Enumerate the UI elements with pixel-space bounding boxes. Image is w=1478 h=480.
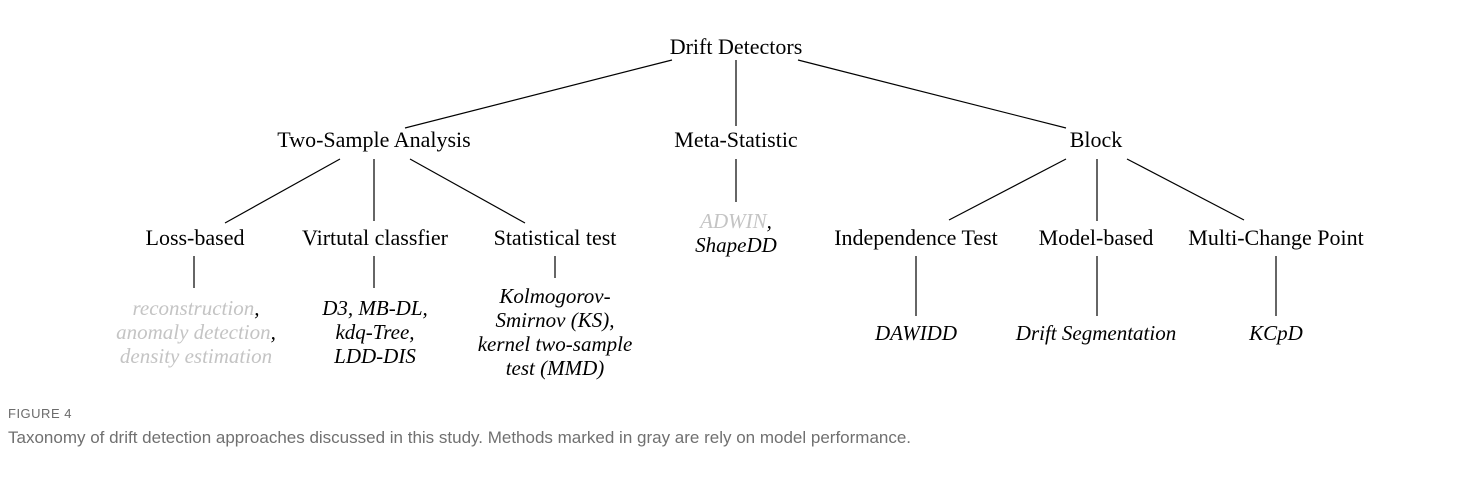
- root-node: Drift Detectors: [670, 34, 803, 59]
- method-line: kdq-Tree,: [335, 320, 414, 344]
- methods-model-based: Drift Segmentation: [1015, 321, 1176, 345]
- method-line: Kolmogorov-: [498, 284, 610, 308]
- method-text: ,: [767, 209, 772, 233]
- method-text: ShapeDD: [695, 233, 777, 257]
- method-line: test (MMD): [506, 356, 605, 380]
- figure-caption: Taxonomy of drift detection approaches d…: [8, 428, 912, 447]
- method-line: D3, MB-DL,: [321, 296, 428, 320]
- method-text: kernel two-sample: [478, 332, 633, 356]
- taxonomy-diagram: Drift Detectors Two-Sample Analysis Meta…: [116, 34, 1364, 380]
- method-text: kdq-Tree,: [335, 320, 414, 344]
- method-text: Smirnov (KS),: [496, 308, 615, 332]
- subcategory-independence-test: Independence Test: [834, 225, 998, 250]
- methods-meta-statistic: ADWIN, ShapeDD: [695, 209, 777, 257]
- method-gray: anomaly detection: [116, 320, 271, 344]
- edge-block-independence-test: [948, 158, 1067, 221]
- method-text: ,: [254, 296, 259, 320]
- method-line: DAWIDD: [874, 321, 957, 345]
- figure-label: FIGURE 4: [8, 406, 72, 421]
- category-two-sample-analysis: Two-Sample Analysis: [277, 127, 470, 152]
- methods-multi-change-point: KCpD: [1248, 321, 1303, 345]
- methods-loss-based: reconstruction, anomaly detection, density…: [116, 296, 276, 368]
- method-text: DAWIDD: [874, 321, 957, 345]
- edge-block-multi-change-point: [1126, 158, 1245, 221]
- methods-statistical-test: Kolmogorov-Smirnov (KS), kernel two-sampl…: [478, 284, 633, 380]
- category-block: Block: [1070, 127, 1123, 152]
- edge-root-two-sample: [404, 59, 673, 129]
- methods-independence-test: DAWIDD: [874, 321, 957, 345]
- method-line: kernel two-sample: [478, 332, 633, 356]
- edge-root-block: [797, 59, 1067, 129]
- method-gray: ADWIN: [698, 209, 767, 233]
- method-text: LDD-DIS: [333, 344, 416, 368]
- method-line: anomaly detection,: [116, 320, 276, 344]
- edge-two-sample-loss-based: [224, 158, 341, 224]
- category-meta-statistic: Meta-Statistic: [674, 127, 798, 152]
- method-line: LDD-DIS: [333, 344, 416, 368]
- method-text: KCpD: [1248, 321, 1303, 345]
- method-text: D3, MB-DL,: [321, 296, 428, 320]
- method-text: Drift Segmentation: [1015, 321, 1176, 345]
- method-line: KCpD: [1248, 321, 1303, 345]
- method-text: ,: [271, 320, 276, 344]
- method-line: ADWIN,: [698, 209, 772, 233]
- method-line: Smirnov (KS),: [496, 308, 615, 332]
- method-line: ShapeDD: [695, 233, 777, 257]
- method-line: density estimation: [120, 344, 272, 368]
- method-text: Kolmogorov-: [498, 284, 610, 308]
- method-line: reconstruction,: [133, 296, 260, 320]
- edge-two-sample-statistical-test: [409, 158, 526, 224]
- subcategory-virtual-classifier: Virtutal classfier: [302, 225, 449, 250]
- subcategory-statistical-test: Statistical test: [494, 225, 617, 250]
- method-line: Drift Segmentation: [1015, 321, 1176, 345]
- methods-virtual-classifier: D3, MB-DL, kdq-Tree, LDD-DIS: [321, 296, 428, 368]
- method-text: test (MMD): [506, 356, 605, 380]
- subcategory-model-based: Model-based: [1039, 225, 1154, 250]
- subcategory-multi-change-point: Multi-Change Point: [1188, 225, 1363, 250]
- subcategory-loss-based: Loss-based: [146, 225, 245, 250]
- method-gray: density estimation: [120, 344, 272, 368]
- method-gray: reconstruction: [133, 296, 255, 320]
